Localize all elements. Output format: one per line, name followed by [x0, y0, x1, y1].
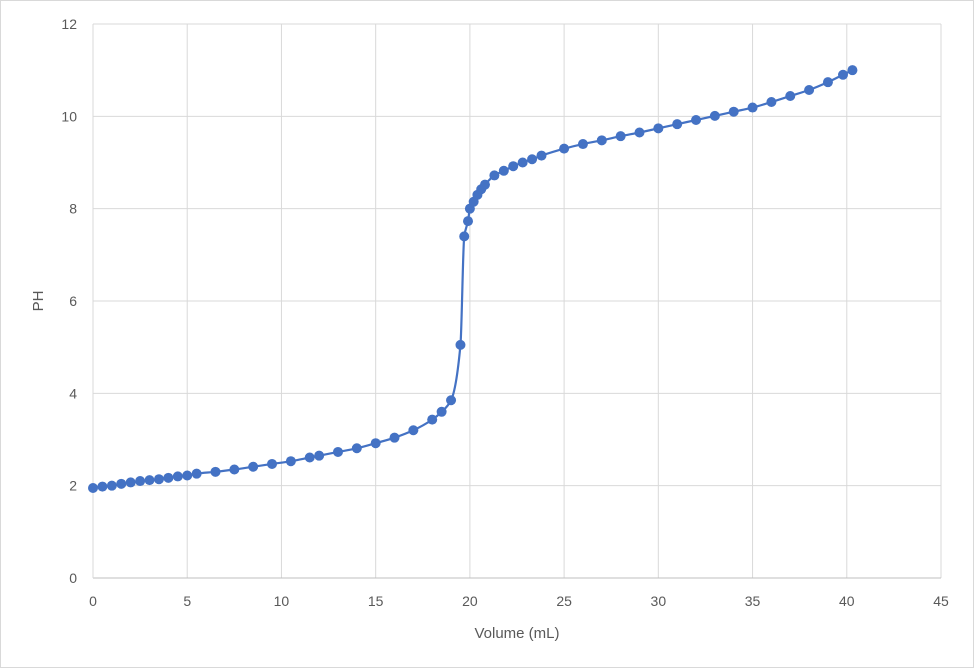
- x-tick-label: 35: [745, 593, 761, 609]
- data-point: [173, 471, 183, 481]
- data-point: [463, 216, 473, 226]
- data-point: [508, 161, 518, 171]
- y-tick-label: 0: [69, 570, 77, 586]
- data-point: [480, 180, 490, 190]
- x-tick-label: 25: [556, 593, 572, 609]
- data-point: [427, 415, 437, 425]
- data-point: [145, 475, 155, 485]
- data-point: [766, 97, 776, 107]
- y-tick-label: 12: [61, 16, 77, 32]
- data-point: [729, 107, 739, 117]
- data-point: [267, 459, 277, 469]
- data-series: [88, 65, 857, 493]
- data-point: [527, 154, 537, 164]
- data-point: [163, 473, 173, 483]
- data-point: [578, 139, 588, 149]
- data-point: [390, 433, 400, 443]
- y-tick-label: 4: [69, 385, 77, 401]
- data-point: [459, 231, 469, 241]
- data-point: [785, 91, 795, 101]
- tick-labels: 0 5 10 15 20 25 30 35 40 45 0 2 4 6 8 10 12: [61, 16, 949, 609]
- x-tick-label: 5: [183, 593, 191, 609]
- data-point: [229, 465, 239, 475]
- data-point: [286, 456, 296, 466]
- data-point: [804, 85, 814, 95]
- data-point: [847, 65, 857, 75]
- data-point: [116, 479, 126, 489]
- data-point: [672, 119, 682, 129]
- data-point: [437, 407, 447, 417]
- data-point: [154, 474, 164, 484]
- data-point: [408, 425, 418, 435]
- data-point: [182, 471, 192, 481]
- x-tick-label: 20: [462, 593, 478, 609]
- series-line: [93, 70, 852, 488]
- x-tick-label: 0: [89, 593, 97, 609]
- data-point: [305, 453, 315, 463]
- data-point: [210, 467, 220, 477]
- data-point: [499, 166, 509, 176]
- data-point: [823, 77, 833, 87]
- data-point: [97, 482, 107, 492]
- x-tick-label: 40: [839, 593, 855, 609]
- y-tick-label: 10: [61, 108, 77, 124]
- gridlines: [93, 24, 941, 578]
- data-point: [135, 476, 145, 486]
- x-tick-label: 45: [933, 593, 949, 609]
- data-point: [446, 395, 456, 405]
- data-point: [371, 438, 381, 448]
- data-point: [489, 170, 499, 180]
- y-tick-label: 6: [69, 293, 77, 309]
- y-tick-label: 2: [69, 478, 77, 494]
- data-point: [333, 447, 343, 457]
- data-point: [314, 451, 324, 461]
- data-point: [248, 462, 258, 472]
- x-tick-label: 15: [368, 593, 384, 609]
- x-tick-label: 30: [651, 593, 667, 609]
- x-tick-label: 10: [274, 593, 290, 609]
- data-point: [616, 131, 626, 141]
- y-tick-label: 8: [69, 201, 77, 217]
- data-point: [352, 443, 362, 453]
- data-point: [559, 144, 569, 154]
- data-point: [634, 127, 644, 137]
- data-point: [748, 103, 758, 113]
- x-axis-label: Volume (mL): [474, 625, 559, 642]
- data-point: [653, 123, 663, 133]
- data-point: [536, 151, 546, 161]
- data-point: [126, 477, 136, 487]
- data-point: [455, 340, 465, 350]
- data-point: [88, 483, 98, 493]
- data-point: [518, 158, 528, 168]
- data-point: [691, 115, 701, 125]
- data-point: [597, 135, 607, 145]
- data-point: [107, 481, 117, 491]
- y-axis-label: PH: [30, 291, 47, 312]
- data-point: [710, 111, 720, 121]
- data-point: [192, 469, 202, 479]
- data-point: [838, 70, 848, 80]
